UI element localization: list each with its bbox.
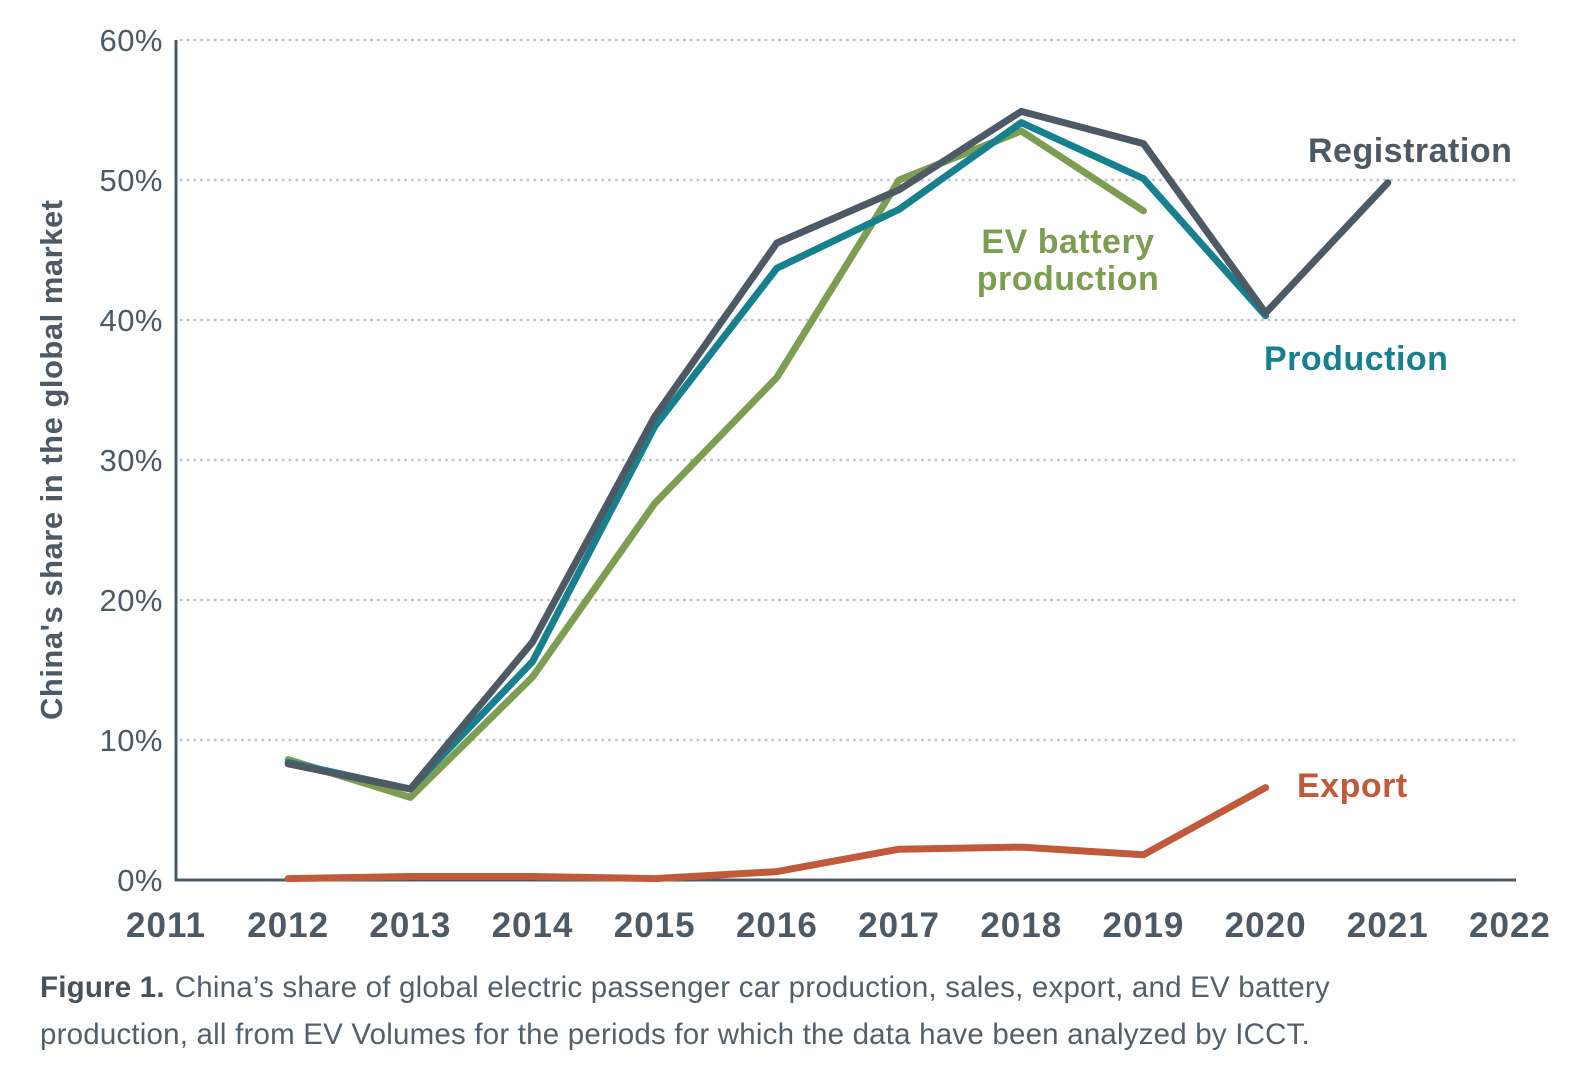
x-tick-2011: 2011: [126, 906, 206, 945]
x-tick-2021: 2021: [1347, 906, 1429, 945]
x-tick-2019: 2019: [1103, 906, 1185, 945]
y-tick-40: 40%: [99, 303, 163, 338]
y-tick-20: 20%: [99, 583, 163, 618]
series-label-registration: Registration: [1308, 132, 1513, 170]
x-tick-2017: 2017: [858, 906, 940, 945]
x-tick-2018: 2018: [980, 906, 1062, 945]
figure-caption-label: Figure 1.: [40, 971, 165, 1004]
series-line-export: [284, 784, 1270, 883]
x-tick-2012: 2012: [247, 906, 329, 945]
figure-caption-line-1: Figure 1. China’s share of global electri…: [40, 964, 1540, 1011]
figure-caption-text-1: China’s share of global electric passeng…: [174, 971, 1330, 1004]
y-tick-0: 0%: [117, 863, 163, 898]
series-label-production: Production: [1264, 340, 1449, 378]
figure-caption: Figure 1. China’s share of global electri…: [40, 964, 1540, 1058]
series-line-registration: [284, 107, 1392, 793]
x-tick-2022: 2022: [1469, 906, 1551, 945]
figure-caption-line-2: production, all from EV Volumes for the …: [40, 1018, 1310, 1051]
x-tick-2014: 2014: [492, 906, 574, 945]
axis-lines: [174, 40, 1516, 882]
x-tick-2013: 2013: [369, 906, 451, 945]
y-tick-50: 50%: [99, 163, 163, 198]
x-tick-2020: 2020: [1225, 906, 1307, 945]
x-tick-2015: 2015: [614, 906, 696, 945]
x-tick-2016: 2016: [736, 906, 818, 945]
series-line-production: [284, 119, 1270, 793]
y-tick-60: 60%: [99, 23, 163, 58]
y-tick-10: 10%: [99, 723, 163, 758]
series-label-ev-battery-production: EV battery production: [976, 223, 1160, 299]
series-label-export: Export: [1297, 767, 1408, 805]
y-tick-30: 30%: [99, 443, 163, 478]
